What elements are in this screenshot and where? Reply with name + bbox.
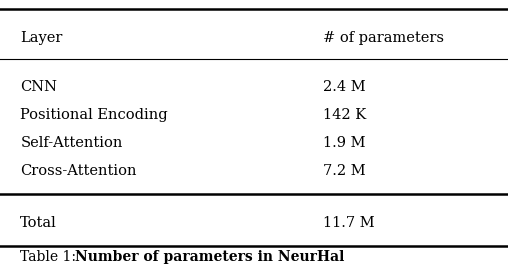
Text: # of parameters: # of parameters [323, 31, 443, 45]
Text: Cross-Attention: Cross-Attention [20, 164, 137, 178]
Text: Self-Attention: Self-Attention [20, 136, 123, 150]
Text: CNN: CNN [20, 79, 57, 94]
Text: 1.9 M: 1.9 M [323, 136, 365, 150]
Text: Number of parameters in NeurHal: Number of parameters in NeurHal [75, 249, 344, 264]
Text: 142 K: 142 K [323, 108, 366, 122]
Text: Total: Total [20, 216, 57, 230]
Text: 2.4 M: 2.4 M [323, 79, 365, 94]
Text: 11.7 M: 11.7 M [323, 216, 374, 230]
Text: Positional Encoding: Positional Encoding [20, 108, 168, 122]
Text: Table 1:: Table 1: [20, 249, 81, 264]
Text: 7.2 M: 7.2 M [323, 164, 365, 178]
Text: Layer: Layer [20, 31, 62, 45]
